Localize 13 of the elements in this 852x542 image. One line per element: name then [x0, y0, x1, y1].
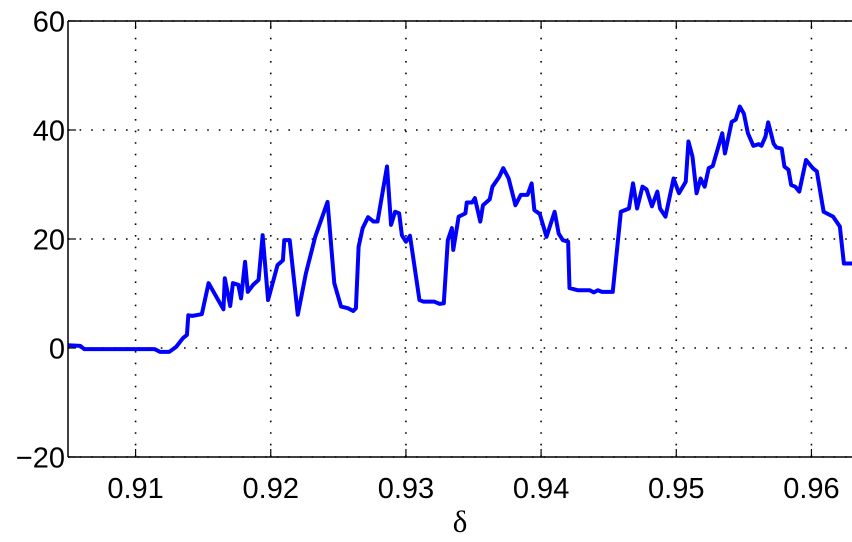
line-series: [68, 104, 852, 354]
x-tick-label: 0.94: [512, 473, 570, 505]
y-tick-label: 0: [48, 333, 65, 366]
x-tick-label: 0.93: [378, 473, 434, 505]
y-tick-label: −20: [16, 442, 65, 474]
x-tick-label: 0.92: [242, 473, 299, 505]
y-tick-label: 60: [32, 6, 65, 38]
x-tick-label: 0.95: [648, 473, 704, 505]
y-tick-label: 40: [32, 115, 65, 148]
x-tick-label: 0.96: [783, 473, 840, 505]
x-axis-title: δ: [452, 504, 468, 539]
x-tick-label: 0.91: [107, 473, 164, 505]
y-tick-label: 20: [32, 224, 65, 256]
